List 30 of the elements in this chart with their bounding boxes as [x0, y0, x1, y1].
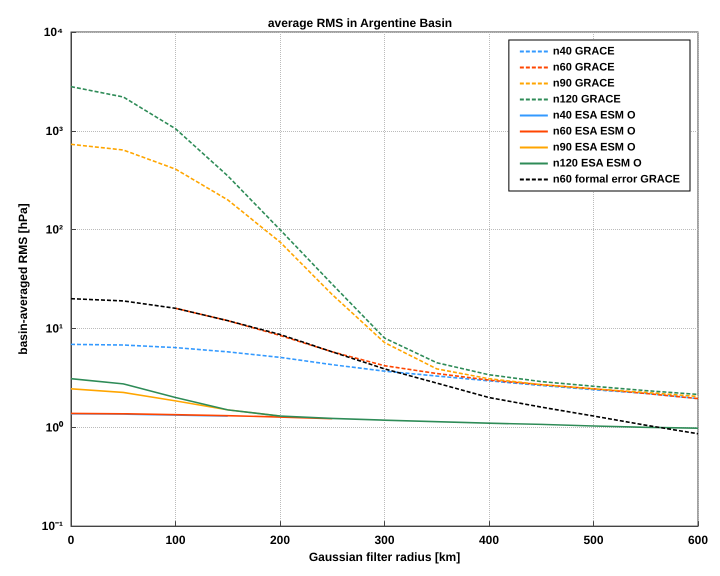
x-tick-label: 300	[374, 533, 395, 548]
line-series	[70, 378, 699, 429]
legend-label: n60 ESA ESM O	[552, 126, 636, 138]
legend-label: n60 formal error GRACE	[552, 174, 680, 186]
line-series	[70, 86, 699, 396]
legend-label: n120 ESA ESM O	[552, 158, 642, 170]
x-tick-label: 200	[270, 533, 290, 548]
legend-label: n90 ESA ESM O	[552, 142, 636, 154]
x-tick-label: 100	[165, 533, 186, 548]
line-series	[174, 307, 699, 400]
legend-label: n90 GRACE	[552, 78, 615, 90]
x-tick-label: 400	[478, 533, 500, 548]
legend-label: n60 GRACE	[552, 62, 615, 74]
y-tick-label: 10⁰	[46, 420, 64, 434]
line-series	[70, 298, 699, 435]
x-axis-title: Gaussian filter radius [km]	[308, 550, 460, 564]
x-tick-label: 600	[688, 533, 708, 548]
y-tick-label: 10⁴	[44, 25, 64, 39]
line-series	[70, 144, 699, 398]
x-tick-label: 0	[68, 533, 75, 548]
y-tick-label: 10⁻¹	[42, 519, 64, 534]
chart-title: average RMS in Argentine Basin	[268, 16, 452, 30]
y-tick-label: 10²	[46, 222, 64, 237]
y-axis-title: basin-averaged RMS [hPa]	[16, 203, 30, 355]
y-tick-label: 10³	[46, 124, 64, 138]
legend-label: n40 GRACE	[552, 46, 615, 58]
y-tick-label: 10¹	[46, 321, 64, 336]
x-tick-label: 500	[583, 533, 604, 548]
legend-label: n120 GRACE	[552, 94, 621, 106]
legend-label: n40 ESA ESM O	[552, 110, 636, 122]
